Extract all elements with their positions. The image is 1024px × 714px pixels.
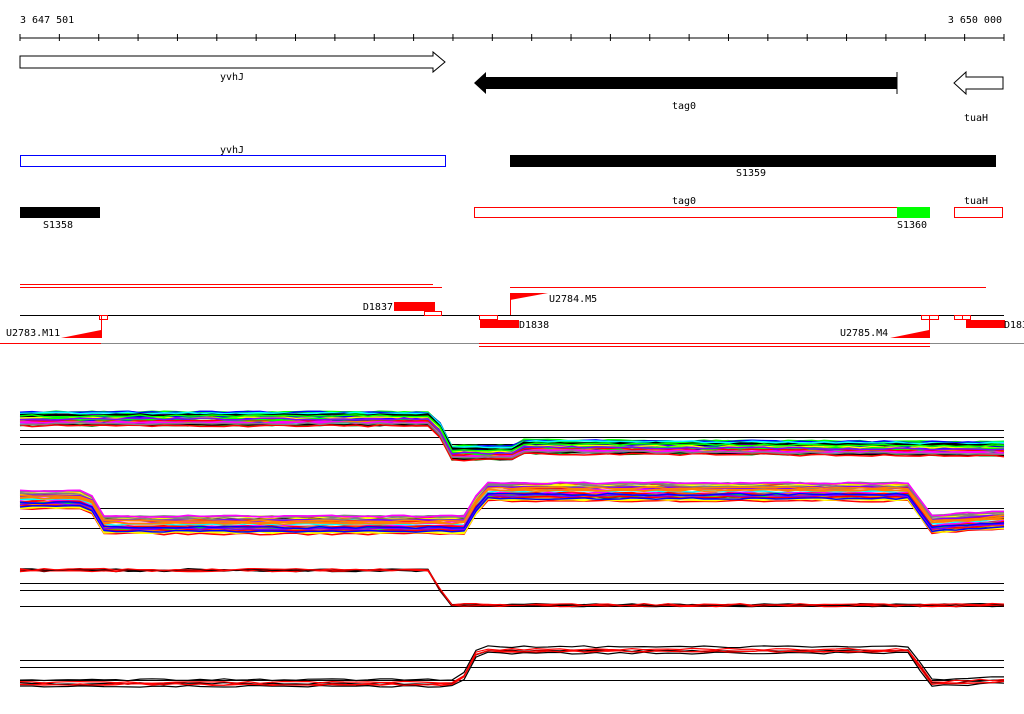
- profile-line: [19, 417, 1005, 455]
- profile-line: [19, 489, 1005, 527]
- profile-line: [19, 488, 1005, 525]
- profile-line: [20, 651, 1005, 688]
- feature-U2783-M11[interactable]: U2783.M11: [6, 315, 108, 340]
- feature-box: [20, 155, 446, 167]
- feature-box: [510, 155, 996, 167]
- feature-label: U2785.M4: [840, 328, 888, 339]
- feature-box: [954, 207, 1003, 218]
- profile-panel-1: [19, 410, 1005, 462]
- ramp-triangle: [61, 330, 101, 338]
- feature-label: D1838: [519, 320, 549, 331]
- row3-tuaH[interactable]: tuaH: [954, 196, 1003, 218]
- profile-line: [19, 421, 1005, 459]
- profile-line: [19, 414, 1005, 452]
- feature-marker: [962, 315, 971, 320]
- feature-D1838[interactable]: D1838: [479, 315, 550, 332]
- row2-S1359[interactable]: S1359: [510, 155, 996, 179]
- gene-label: yvhJ: [220, 72, 244, 83]
- profile-line: [19, 645, 1005, 682]
- feature-marker: [954, 315, 963, 320]
- profile-panel-4: [19, 645, 1005, 688]
- gene-tag0[interactable]: tag0: [474, 72, 898, 112]
- gene-label: tuaH: [964, 113, 988, 124]
- row3-tag0[interactable]: tag0: [474, 196, 898, 218]
- profile-line: [19, 499, 1005, 536]
- profile-line: [19, 496, 1005, 533]
- feature-box: [897, 207, 930, 218]
- feature-box: [474, 207, 898, 218]
- profile-line: [19, 568, 1005, 608]
- profile-line: [19, 569, 1004, 608]
- row2-yvhJ[interactable]: yvhJ: [20, 145, 446, 167]
- gene-tuaH[interactable]: tuaH: [953, 70, 1004, 124]
- ruler-end-label: 3 650 000: [948, 15, 1002, 26]
- feature-U2785-M4[interactable]: U2785.M4: [840, 315, 939, 340]
- profile-line: [19, 413, 1005, 451]
- expression-profiles: [19, 410, 1005, 688]
- feature-D183x[interactable]: D183: [954, 315, 1024, 332]
- feature-box: [20, 207, 100, 218]
- transcript-track: [0, 284, 1024, 347]
- feature-box: [966, 320, 1005, 328]
- row3-S1360[interactable]: S1360: [897, 207, 930, 231]
- feature-marker: [479, 315, 498, 320]
- feature-label: S1359: [736, 168, 766, 179]
- profile-panel-3: [19, 567, 1005, 608]
- reverse-arrow-icon: [953, 70, 1004, 96]
- ramp-triangle: [890, 330, 929, 338]
- profile-line: [19, 567, 1005, 607]
- row3-S1358[interactable]: S1358: [20, 207, 100, 231]
- feature-marker: [921, 315, 939, 320]
- feature-label: U2783.M11: [6, 328, 60, 339]
- profile-line: [19, 567, 1005, 607]
- profile-line: [19, 568, 1005, 607]
- profile-line: [19, 492, 1005, 530]
- ramp-triangle: [510, 293, 548, 300]
- profile-line: [19, 649, 1005, 686]
- ruler-start-label: 3 647 501: [20, 15, 74, 26]
- feature-label: U2784.M5: [549, 294, 597, 305]
- profile-line: [19, 484, 1005, 521]
- forward-arrow-icon: [19, 50, 446, 74]
- feature-label: tuaH: [964, 196, 988, 207]
- profile-line: [19, 481, 1004, 518]
- profile-line: [19, 649, 1005, 686]
- feature-label: tag0: [672, 196, 696, 207]
- profile-line: [19, 486, 1005, 523]
- feature-D1837[interactable]: D1837: [363, 302, 442, 316]
- feature-box: [394, 302, 435, 311]
- feature-label: D1837: [363, 302, 393, 313]
- gene-yvhJ[interactable]: yvhJ: [19, 50, 446, 83]
- profile-line: [19, 411, 1005, 449]
- feature-label: yvhJ: [220, 145, 244, 156]
- profile-line: [19, 424, 1005, 462]
- feature-label: D183: [1004, 320, 1024, 331]
- gene-label: tag0: [672, 101, 696, 112]
- feature-label: S1358: [43, 220, 73, 231]
- feature-marker: [424, 311, 442, 316]
- profile-panel-2: [19, 481, 1005, 536]
- feature-label: S1360: [897, 220, 927, 231]
- profile-line: [19, 647, 1005, 684]
- ruler: 3 647 501 3 650 000: [19, 15, 1005, 41]
- feature-U2784-M5[interactable]: U2784.M5: [510, 293, 597, 315]
- reverse-arrow-icon: [474, 72, 897, 94]
- profile-line: [19, 569, 1005, 608]
- feature-box: [480, 320, 519, 328]
- feature-marker: [99, 315, 108, 320]
